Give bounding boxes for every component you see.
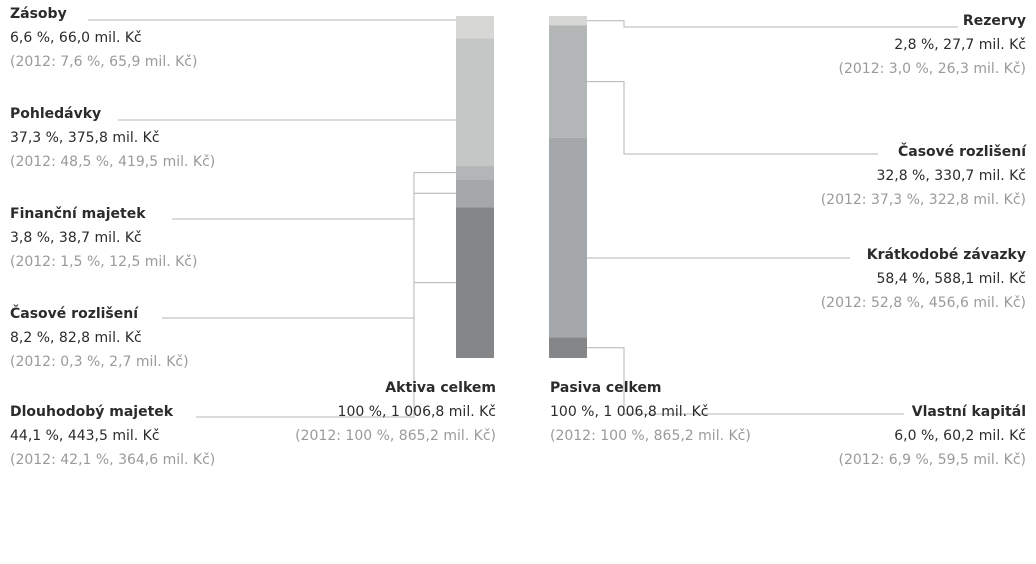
segment-value: 2,8 %, 27,7 mil. Kč bbox=[894, 37, 1026, 53]
bar-segment-zasoby bbox=[456, 16, 494, 39]
segment-prev-value: (2012: 42,1 %, 364,6 mil. Kč) bbox=[10, 452, 216, 468]
segment-prev-value: (2012: 6,9 %, 59,5 mil. Kč) bbox=[838, 452, 1026, 468]
segment-name: Pohledávky bbox=[10, 106, 102, 122]
label-financni-majetek: Finanční majetek 3,8 %, 38,7 mil. Kč (20… bbox=[10, 202, 340, 274]
segment-value: 3,8 %, 38,7 mil. Kč bbox=[10, 230, 142, 246]
segment-value: 37,3 %, 375,8 mil. Kč bbox=[10, 130, 160, 146]
bar-segment-financni-majetek bbox=[456, 166, 494, 180]
total-prev-value: (2012: 100 %, 865,2 mil. Kč) bbox=[295, 428, 496, 444]
label-dlouhodoby-majetek: Dlouhodobý majetek 44,1 %, 443,5 mil. Kč… bbox=[10, 400, 340, 472]
bar-segment-rezervy bbox=[549, 16, 587, 26]
segment-prev-value: (2012: 7,6 %, 65,9 mil. Kč) bbox=[10, 54, 198, 70]
segment-prev-value: (2012: 0,3 %, 2,7 mil. Kč) bbox=[10, 354, 189, 370]
segment-value: 44,1 %, 443,5 mil. Kč bbox=[10, 428, 160, 444]
total-name: Aktiva celkem bbox=[385, 380, 496, 396]
total-pasiva: Pasiva celkem 100 %, 1 006,8 mil. Kč (20… bbox=[550, 376, 810, 448]
segment-prev-value: (2012: 37,3 %, 322,8 mil. Kč) bbox=[820, 192, 1026, 208]
segment-prev-value: (2012: 1,5 %, 12,5 mil. Kč) bbox=[10, 254, 198, 270]
leader-line bbox=[196, 282, 456, 418]
segment-value: 58,4 %, 588,1 mil. Kč bbox=[876, 271, 1026, 287]
bar-segment-pohledavky bbox=[456, 38, 494, 167]
total-name: Pasiva celkem bbox=[550, 380, 662, 396]
label-casove-rozliseni-aktiva: Časové rozlišení 8,2 %, 82,8 mil. Kč (20… bbox=[10, 302, 340, 374]
segment-name: Zásoby bbox=[10, 6, 67, 22]
label-rezervy: Rezervy 2,8 %, 27,7 mil. Kč (2012: 3,0 %… bbox=[696, 9, 1026, 81]
segment-name: Finanční majetek bbox=[10, 206, 146, 222]
segment-prev-value: (2012: 3,0 %, 26,3 mil. Kč) bbox=[838, 61, 1026, 77]
total-value: 100 %, 1 006,8 mil. Kč bbox=[550, 404, 709, 420]
segment-name: Časové rozlišení bbox=[897, 144, 1026, 160]
leader-line bbox=[587, 347, 904, 415]
segment-name: Časové rozlišení bbox=[10, 306, 139, 322]
segment-name: Vlastní kapitál bbox=[911, 404, 1026, 420]
segment-value: 6,6 %, 66,0 mil. Kč bbox=[10, 30, 142, 46]
leader-line bbox=[162, 192, 456, 319]
label-vlastni-kapital: Vlastní kapitál 6,0 %, 60,2 mil. Kč (201… bbox=[696, 400, 1026, 472]
label-pohledavky: Pohledávky 37,3 %, 375,8 mil. Kč (2012: … bbox=[10, 102, 340, 174]
bar-segment-kratkodobe-zavazky bbox=[549, 137, 587, 338]
segment-value: 6,0 %, 60,2 mil. Kč bbox=[894, 428, 1026, 444]
bar-segment-casove-rozliseni bbox=[549, 25, 587, 138]
label-casove-rozliseni-pasiva: Časové rozlišení 32,8 %, 330,7 mil. Kč (… bbox=[696, 140, 1026, 212]
total-prev-value: (2012: 100 %, 865,2 mil. Kč) bbox=[550, 428, 751, 444]
bar-segment-vlastni-kapital bbox=[549, 337, 587, 358]
label-kratkodobe-zavazky: Krátkodobé závazky 58,4 %, 588,1 mil. Kč… bbox=[696, 243, 1026, 315]
segment-name: Rezervy bbox=[962, 13, 1026, 29]
segment-value: 8,2 %, 82,8 mil. Kč bbox=[10, 330, 142, 346]
segment-value: 32,8 %, 330,7 mil. Kč bbox=[876, 168, 1026, 184]
label-zasoby: Zásoby 6,6 %, 66,0 mil. Kč (2012: 7,6 %,… bbox=[10, 2, 340, 74]
bar-segment-casove-rozliseni bbox=[456, 179, 494, 208]
bar-segment-dlouhodoby-majetek bbox=[456, 207, 494, 358]
leader-line bbox=[587, 20, 958, 28]
total-aktiva: Aktiva celkem 100 %, 1 006,8 mil. Kč (20… bbox=[236, 376, 496, 448]
segment-name: Dlouhodobý majetek bbox=[10, 404, 174, 420]
segment-prev-value: (2012: 52,8 %, 456,6 mil. Kč) bbox=[820, 295, 1026, 311]
segment-name: Krátkodobé závazky bbox=[866, 247, 1026, 263]
leader-line bbox=[587, 81, 878, 155]
total-value: 100 %, 1 006,8 mil. Kč bbox=[337, 404, 496, 420]
segment-prev-value: (2012: 48,5 %, 419,5 mil. Kč) bbox=[10, 154, 216, 170]
